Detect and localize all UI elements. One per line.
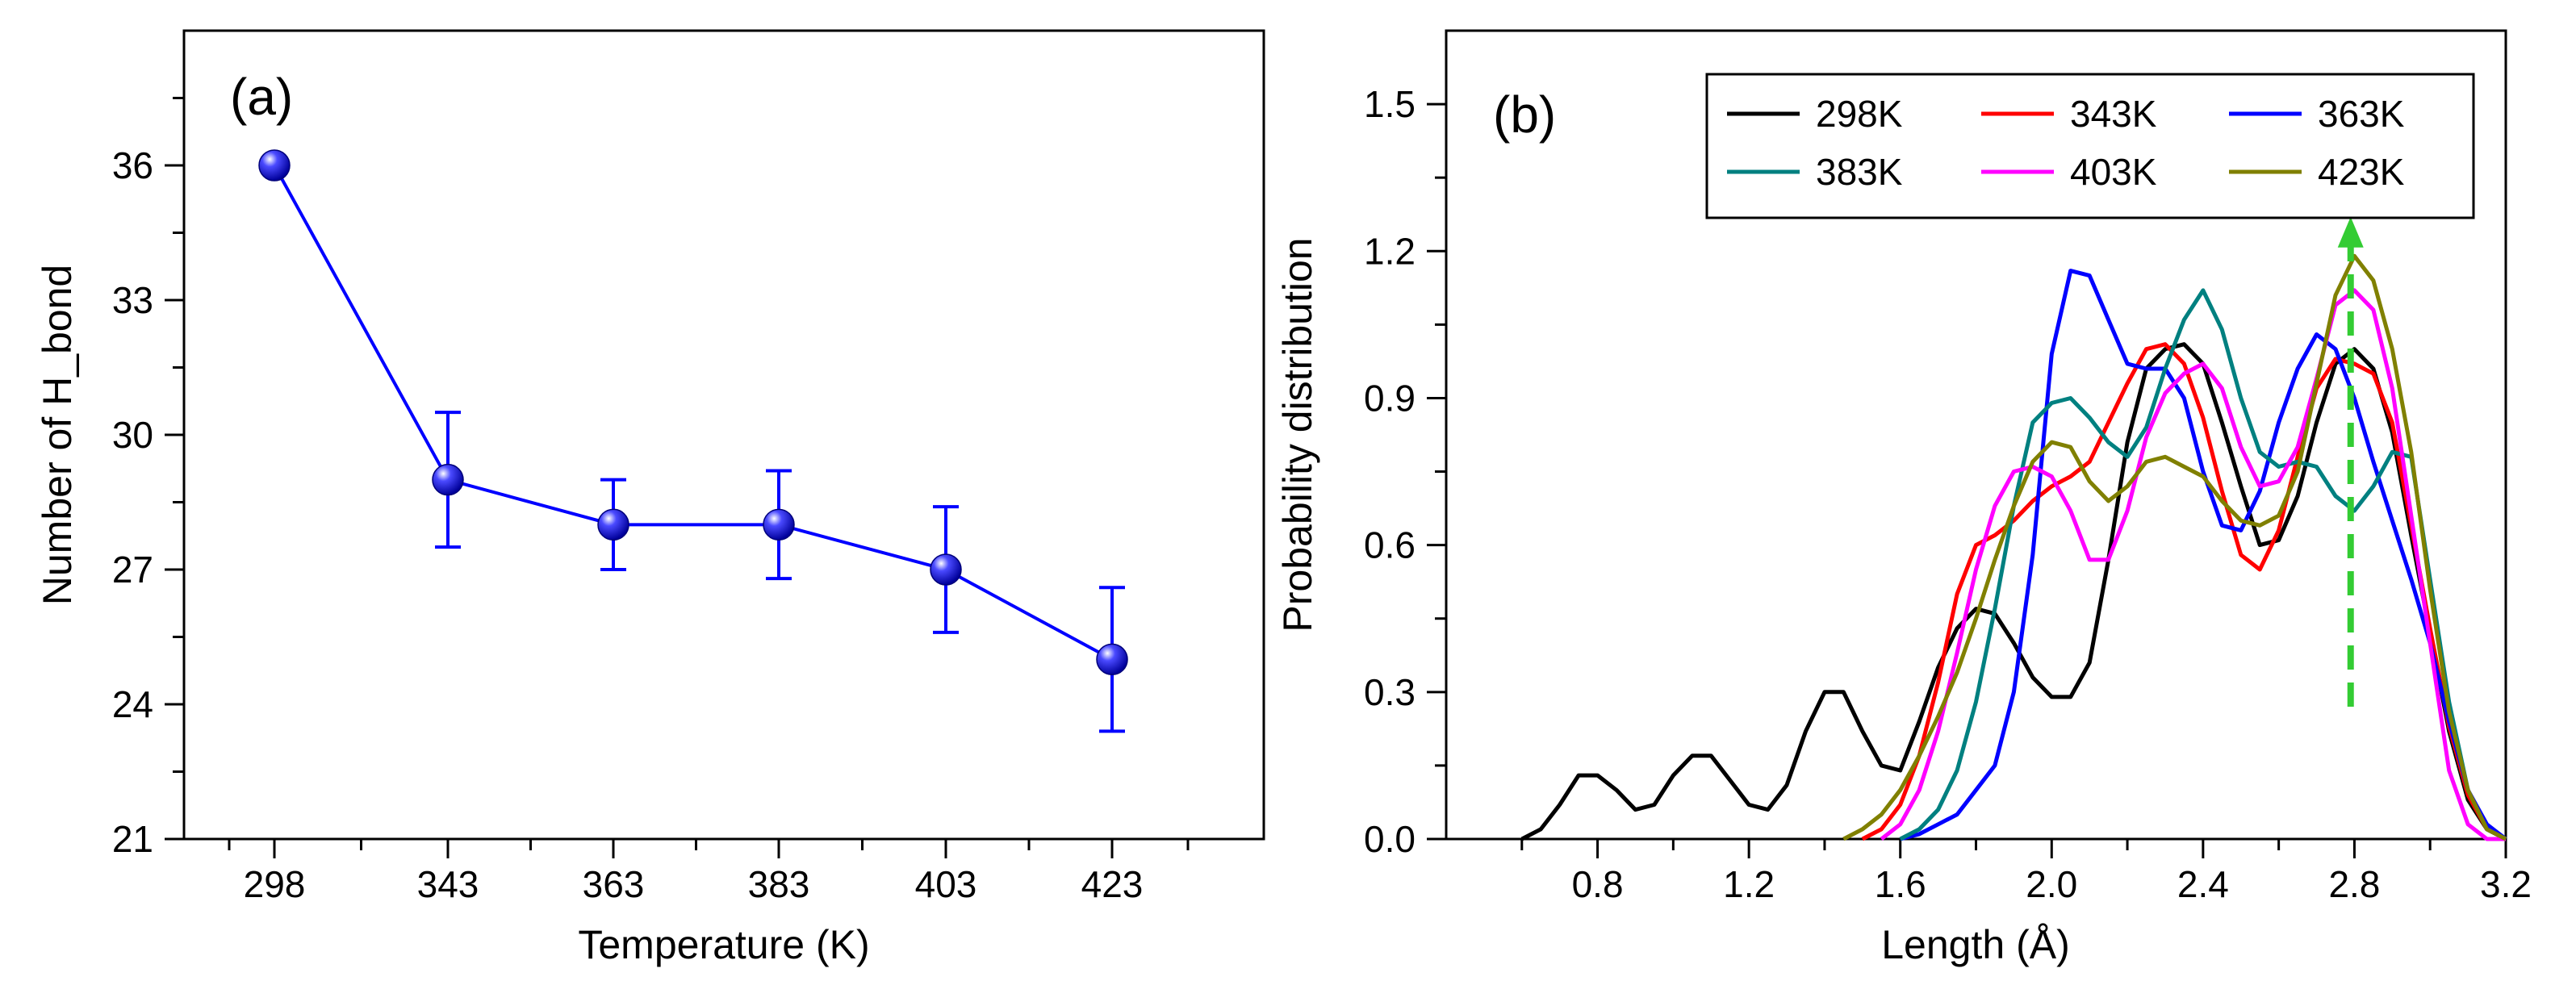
- panel-a-hbond-chart: 298 343 363 383 403 423 21 24 27 30 33 36 (a) Tempe…: [35, 29, 1265, 967]
- panel-b-y-tick-label-0.6: 0.6: [1364, 524, 1416, 566]
- legend-label-403K: 403K: [2070, 151, 2157, 193]
- panel-b-x-tick-label-0.8: 0.8: [1572, 863, 1624, 905]
- panel-b-y-axis-title: Probability distribution: [1275, 237, 1320, 632]
- panel-b-y-tick-label-0.9: 0.9: [1364, 377, 1416, 419]
- panel-b-x-tick-label-3.2: 3.2: [2480, 863, 2532, 905]
- panel-a-tick-labels: 298 343 363 383 403 423 21 24 27 30 33 36: [112, 144, 1144, 905]
- legend-box: [1705, 73, 2475, 219]
- panel-b-x-tick-label-1.6: 1.6: [1875, 863, 1926, 905]
- panel-b-arrow-head: [2337, 216, 2364, 248]
- legend-label-343K: 343K: [2070, 93, 2157, 135]
- panel-b-arrow-annotation: [2337, 216, 2364, 708]
- panel-a-point-298: [258, 149, 291, 182]
- panel-b-x-tick-label-2.8: 2.8: [2328, 863, 2380, 905]
- panel-b-x-tick-label-1.2: 1.2: [1723, 863, 1775, 905]
- panel-b-series-343K: [1861, 342, 2507, 841]
- panel-a-y-tick-label-24: 24: [112, 683, 153, 725]
- panel-b-x-tick-label-2.0: 2.0: [2026, 863, 2077, 905]
- panel-b-series: [1520, 253, 2507, 841]
- panel-b-label: (b): [1493, 86, 1556, 144]
- panel-b-x-axis-title: Length (Å): [1881, 922, 2069, 967]
- panel-b-y-tick-label-0.0: 0.0: [1364, 818, 1416, 860]
- panel-b-series-423K: [1842, 253, 2507, 841]
- panel-a-y-tick-label-27: 27: [112, 549, 153, 591]
- panel-b-series-363K: [1900, 269, 2507, 841]
- panel-b-distribution-chart: 0.8 1.2 1.6 2.0 2.4 2.8 3.20.00.30.60.91.21.5 …: [1275, 29, 2532, 967]
- panel-b-x-tick-label-2.4: 2.4: [2177, 863, 2229, 905]
- panel-a-plot-frame: [182, 29, 1265, 841]
- panel-b-series-403K: [1880, 288, 2506, 841]
- panel-a-x-tick-label-298: 298: [244, 863, 306, 905]
- panel-a-x-tick-label-403: 403: [915, 863, 977, 905]
- panel-b-legend: 298K 343K 363K 383K 403K 423K: [1705, 73, 2475, 219]
- panel-b-tick-labels: 0.8 1.2 1.6 2.0 2.4 2.8 3.2 0.0 0.3 0.6 0.9 1.2 1.5: [1364, 83, 2532, 905]
- panel-a-series: [258, 149, 1128, 733]
- panel-a-series-line: [273, 165, 1113, 662]
- panel-a-x-axis-title: Temperature (K): [578, 922, 869, 967]
- panel-b-y-tick-label-1.5: 1.5: [1364, 83, 1416, 125]
- panel-b-series-298K: [1520, 342, 2507, 841]
- panel-b-series-383K: [1899, 288, 2507, 841]
- panel-a-ticks: [165, 97, 1190, 858]
- panel-a-point-403: [930, 553, 962, 586]
- panel-b-y-tick-label-0.3: 0.3: [1364, 671, 1416, 713]
- panel-b-ticks: [1427, 102, 2507, 858]
- panel-a-point-363: [597, 508, 629, 541]
- panel-a-point-343: [432, 463, 464, 496]
- panel-a-x-tick-label-363: 363: [583, 863, 645, 905]
- legend-label-423K: 423K: [2318, 151, 2405, 193]
- legend-label-383K: 383K: [1816, 151, 1903, 193]
- legend-label-298K: 298K: [1816, 93, 1903, 135]
- panel-a-point-423: [1096, 643, 1128, 676]
- panel-a-point-383: [763, 508, 795, 541]
- panel-a-y-tick-label-30: 30: [112, 414, 153, 456]
- panel-a-y-tick-label-36: 36: [112, 144, 153, 186]
- panel-b-y-tick-label-1.2: 1.2: [1364, 230, 1416, 272]
- panel-a-y-tick-label-21: 21: [112, 818, 153, 860]
- legend-label-363K: 363K: [2318, 93, 2405, 135]
- panel-a-y-axis-title: Number of H_bond: [35, 265, 80, 605]
- panel-a-x-tick-label-383: 383: [748, 863, 810, 905]
- panel-a-y-tick-label-33: 33: [112, 279, 153, 321]
- panel-a-x-tick-label-343: 343: [417, 863, 479, 905]
- panel-a-label: (a): [230, 68, 293, 126]
- panel-a-x-tick-label-423: 423: [1081, 863, 1144, 905]
